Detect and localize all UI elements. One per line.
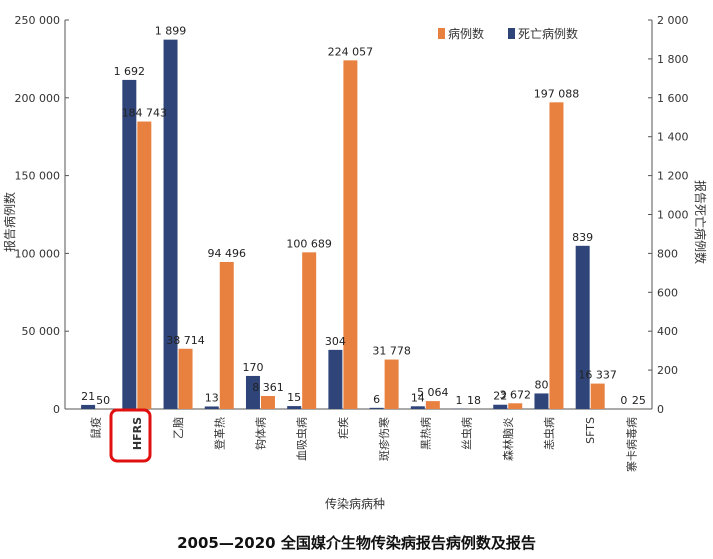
data-label-cases: 100 689 [286, 237, 332, 250]
bar-deaths [369, 407, 384, 409]
bar-deaths [81, 404, 96, 409]
category-label: 血吸虫病 [295, 417, 309, 461]
data-label-cases: 8 361 [252, 381, 284, 394]
data-label-deaths: 0 [620, 394, 627, 407]
right-tick-label: 1 200 [657, 170, 689, 183]
left-tick-label: 150 000 [15, 170, 61, 183]
data-label-cases: 5 064 [417, 386, 449, 399]
left-tick-label: 200 000 [15, 92, 61, 105]
data-label-deaths: 22 [493, 390, 507, 403]
chart-bars [81, 39, 646, 410]
legend-label-cases: 病例数 [448, 26, 484, 41]
legend-label-deaths: 死亡病例数 [518, 26, 578, 41]
category-label: 恙虫病 [542, 417, 556, 450]
bar-cases [343, 60, 358, 409]
right-tick-label: 2 000 [657, 14, 689, 27]
right-tick-label: 0 [657, 403, 664, 416]
data-label-deaths: 839 [572, 231, 593, 244]
right-tick-label: 1 400 [657, 131, 689, 144]
category-label: 登革热 [212, 417, 226, 450]
data-label-deaths: 14 [411, 391, 425, 404]
category-label: 寨卡病毒病 [624, 417, 638, 472]
bar-deaths [328, 349, 343, 409]
right-y-axis: 0 200 400 600 800 1 000 1 200 1 400 1 600 1 800 2 … [648, 14, 689, 416]
bar-chart: 0 50 000 100 000 150 000 200 000 250 000 0 200… [2, 14, 708, 511]
category-label: 黑热病 [418, 417, 432, 450]
right-axis-title: 报告死亡病例数 [693, 180, 708, 264]
data-label-cases: 3 672 [500, 388, 532, 401]
data-label-cases: 94 496 [208, 247, 247, 260]
data-label-deaths: 21 [81, 390, 95, 403]
bar-cases [260, 395, 275, 409]
data-label-deaths: 170 [242, 361, 263, 374]
bar-deaths [245, 375, 260, 409]
x-axis-title: 传染病病种 [325, 496, 385, 511]
right-tick-label: 400 [657, 325, 678, 338]
bar-cases [384, 359, 399, 409]
bar-cases [508, 403, 523, 409]
data-label-cases: 18 [467, 394, 481, 407]
data-label-deaths: 304 [325, 335, 346, 348]
data-label-cases: 50 [96, 394, 110, 407]
bar-cases [590, 383, 605, 409]
right-tick-label: 200 [657, 364, 678, 377]
data-label-deaths: 1 692 [114, 65, 146, 78]
right-tick-label: 1 800 [657, 53, 689, 66]
bar-deaths [204, 406, 219, 409]
bar-cases [178, 348, 193, 409]
bar-deaths [575, 245, 590, 409]
data-label-deaths: 80 [534, 378, 548, 391]
left-axis-title: 报告病例数 [2, 192, 17, 252]
data-label-deaths: 1 899 [155, 25, 187, 38]
category-label: 钩体病 [253, 417, 267, 450]
data-label-cases: 25 [632, 394, 646, 407]
left-tick-label: 250 000 [15, 14, 61, 27]
data-label-cases: 197 088 [534, 87, 580, 100]
legend: 病例数 死亡病例数 [438, 26, 578, 41]
bar-cases [302, 252, 317, 409]
category-label: 丝虫病 [460, 417, 474, 450]
bar-deaths [287, 406, 302, 409]
data-label-cases: 184 743 [122, 107, 168, 120]
category-labels: 鼠疫 HFRS 乙脑 登革热 钩体病 血吸虫病 疟疾 斑疹伤寒 黑热病 丝虫病 森林脑炎 恙虫病 SFT… [89, 417, 639, 472]
chart-caption: 2005—2020 全国媒介生物传染病报告病例数及报告 [177, 534, 536, 552]
data-label-cases: 31 778 [372, 345, 411, 358]
bar-cases [137, 121, 152, 410]
bar-deaths [410, 406, 425, 409]
data-label-cases: 224 057 [328, 45, 374, 58]
data-label-deaths: 6 [373, 393, 380, 406]
bar-deaths [122, 79, 137, 409]
left-y-axis: 0 50 000 100 000 150 000 200 000 250 000 [15, 14, 652, 416]
category-label: 斑疹伤寒 [377, 417, 391, 461]
category-label: 疟疾 [336, 417, 350, 439]
data-label-cases: 16 337 [578, 369, 617, 382]
data-label-deaths: 13 [205, 391, 219, 404]
category-label: HFRS [131, 417, 144, 450]
data-label-cases: 38 714 [166, 334, 205, 347]
category-label: 鼠疫 [89, 417, 103, 439]
data-label-deaths: 15 [287, 391, 301, 404]
bar-deaths [493, 404, 508, 409]
right-tick-label: 600 [657, 286, 678, 299]
left-tick-label: 100 000 [15, 247, 61, 260]
bar-cases [425, 401, 440, 409]
right-tick-label: 1 000 [657, 209, 689, 222]
data-label-deaths: 1 [456, 394, 463, 407]
right-tick-label: 800 [657, 247, 678, 260]
chart-data-labels: 21 50 1 692 184 743 1 899 38 714 13 94 496 170 8 … [81, 25, 646, 407]
left-tick-label: 0 [53, 403, 60, 416]
bar-cases [549, 102, 564, 410]
bar-cases [219, 261, 234, 409]
category-label: 乙脑 [172, 417, 185, 439]
right-tick-label: 1 600 [657, 92, 689, 105]
left-tick-label: 50 000 [22, 325, 61, 338]
bar-deaths [163, 39, 178, 409]
category-label: 森林脑炎 [501, 417, 515, 461]
legend-swatch-cases [438, 28, 445, 39]
category-label: SFTS [584, 417, 597, 444]
bar-deaths [534, 393, 549, 409]
legend-swatch-deaths [508, 28, 515, 39]
highlight-box [109, 408, 152, 463]
